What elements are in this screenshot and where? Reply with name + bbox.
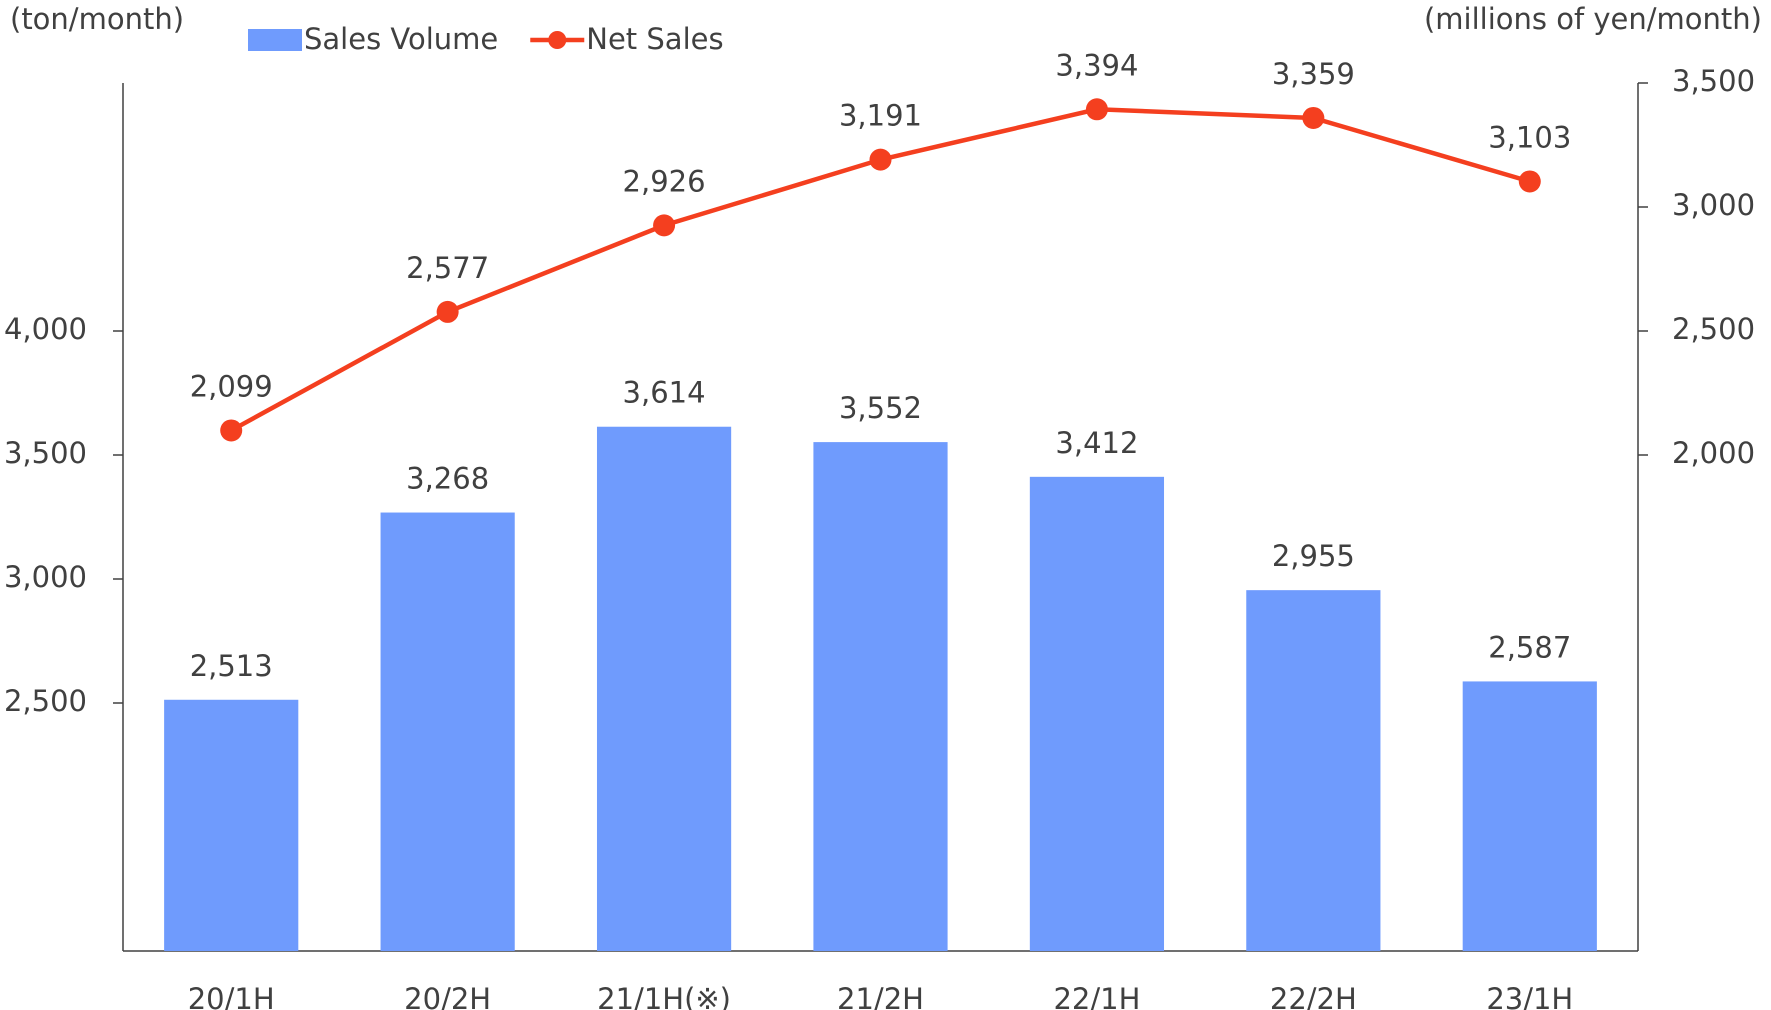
x-tick-label: 22/2H — [1270, 982, 1357, 1010]
point — [869, 148, 892, 171]
x-tick-label: 20/2H — [404, 982, 491, 1010]
y-tick-label: 3,500 — [4, 436, 87, 470]
bar — [1029, 476, 1165, 951]
y-tick-label: 2,500 — [4, 684, 87, 718]
point — [1085, 98, 1108, 121]
data-label: 3,103 — [1488, 120, 1571, 154]
data-label: 2,513 — [190, 649, 273, 683]
point — [436, 300, 459, 323]
bar — [1246, 590, 1381, 951]
legend-label: Sales Volume — [304, 22, 498, 56]
x-tick-label: 20/1H — [188, 982, 275, 1010]
data-label: 2,955 — [1272, 539, 1355, 573]
y-tick-label: 3,000 — [4, 560, 87, 594]
data-label: 2,926 — [623, 164, 706, 198]
data-label: 2,577 — [406, 251, 489, 285]
point — [1302, 106, 1325, 129]
bar — [380, 512, 515, 951]
data-label: 2,099 — [190, 369, 273, 403]
data-label: 3,191 — [839, 99, 922, 133]
data-label: 3,552 — [839, 391, 922, 425]
data-label: 2,587 — [1488, 630, 1571, 664]
bar — [596, 426, 732, 951]
data-label: 3,412 — [1055, 426, 1138, 460]
data-label: 3,394 — [1055, 48, 1138, 82]
y2-axis-label: (millions of yen/month) — [1424, 2, 1762, 36]
y2-tick-label: 2,500 — [1672, 312, 1755, 346]
x-tick-label: 21/2H — [837, 982, 924, 1010]
x-tick-label: 23/1H — [1486, 982, 1573, 1010]
legend-label: Net Sales — [586, 22, 723, 56]
y2-tick-label: 3,500 — [1672, 64, 1755, 98]
x-tick-label: 22/1H — [1053, 982, 1140, 1010]
data-label: 3,359 — [1272, 57, 1355, 91]
legend-swatch — [548, 31, 567, 49]
bar — [1462, 681, 1597, 951]
data-label: 3,268 — [406, 462, 489, 496]
bar — [164, 699, 299, 951]
x-tick-label: 21/1H(※) — [597, 982, 731, 1010]
point — [220, 419, 243, 442]
point — [653, 214, 676, 237]
y-axis-label: (ton/month) — [10, 2, 184, 36]
y-tick-label: 4,000 — [4, 312, 87, 346]
data-label: 3,614 — [623, 376, 706, 410]
y2-tick-label: 2,000 — [1672, 436, 1755, 470]
legend-swatch — [248, 29, 302, 51]
bar — [813, 442, 948, 951]
y2-tick-label: 3,000 — [1672, 188, 1755, 222]
point — [1518, 170, 1541, 193]
